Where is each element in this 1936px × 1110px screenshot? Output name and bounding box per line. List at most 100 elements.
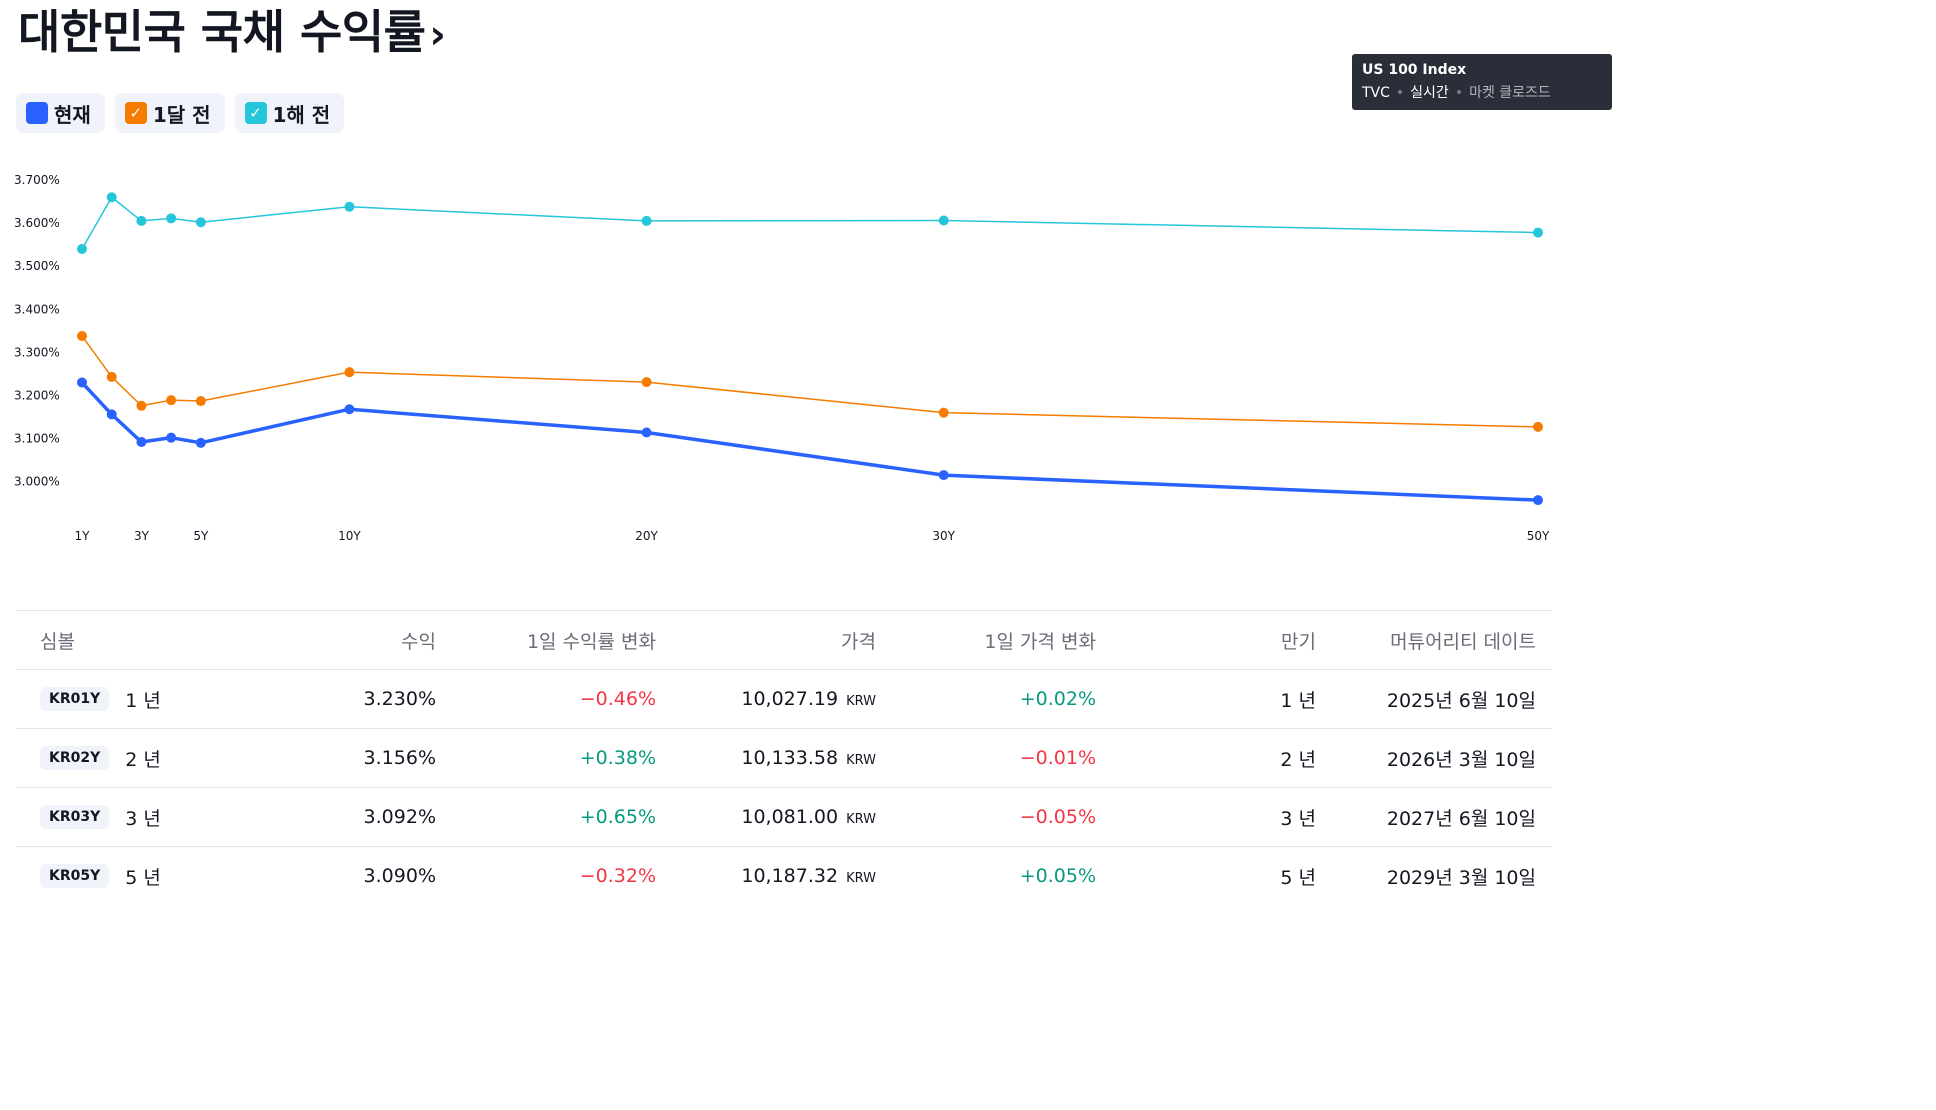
cell-symbol: KR02Y 2 년: [16, 745, 296, 772]
cell-price: 10,081.00 KRW: [664, 806, 884, 828]
cell-symbol: KR03Y 3 년: [16, 804, 296, 831]
column-header-price-change[interactable]: 1일 가격 변화: [984, 630, 1096, 653]
legend-toggle-1-month[interactable]: ✓ 1달 전: [114, 93, 225, 133]
series-1-year-ago: [77, 192, 1543, 254]
data-point[interactable]: [641, 215, 652, 226]
x-tick-label: 50Y: [1527, 529, 1550, 543]
price-value: 10,027.19: [741, 688, 839, 710]
cell-symbol: KR01Y 1 년: [16, 686, 296, 713]
cell-yield-change: −0.46%: [579, 688, 656, 710]
x-tick-label: 1Y: [75, 529, 91, 543]
cell-yield: 3.156%: [363, 747, 436, 769]
series-line: [81, 335, 1539, 428]
cell-maturity: 2026년 3월 10일: [1386, 748, 1536, 771]
price-value: 10,187.32: [741, 865, 839, 887]
price-value: 10,133.58: [741, 747, 839, 769]
yield-curve-chart: 3.000% 3.100% 3.200% 3.300% 3.400% 3.500% 3.60…: [14, 173, 1550, 543]
x-tick-label: 10Y: [338, 529, 361, 543]
separator-dot-icon: •: [1454, 85, 1464, 101]
data-point[interactable]: [344, 404, 355, 415]
data-point[interactable]: [641, 377, 652, 388]
price-value: 10,081.00: [741, 806, 839, 828]
series-current: [77, 377, 1543, 506]
symbol-badge[interactable]: KR02Y: [40, 746, 110, 770]
data-point[interactable]: [641, 427, 652, 438]
y-tick-label: 3.300%: [14, 345, 60, 359]
table-row[interactable]: KR03Y 3 년 3.092% +0.65% 10,081.00 KRW −0.05% 3…: [16, 787, 1552, 846]
data-point[interactable]: [136, 215, 147, 226]
data-point[interactable]: [77, 243, 87, 254]
page-title[interactable]: 대한민국 국채 수익률 ›: [18, 4, 446, 63]
symbol-tooltip: US 100 Index TVC • 실시간 • 마켓 클로즈드: [1352, 54, 1612, 110]
data-point[interactable]: [195, 437, 206, 448]
table-row[interactable]: KR02Y 2 년 3.156% +0.38% 10,133.58 KRW −0.01% 2…: [16, 728, 1552, 787]
tooltip-market-status: 마켓 클로즈드: [1469, 85, 1551, 101]
data-point[interactable]: [166, 395, 177, 406]
data-point[interactable]: [1533, 495, 1543, 506]
bond-name[interactable]: 3 년: [125, 807, 161, 830]
data-point[interactable]: [166, 213, 177, 224]
bond-name[interactable]: 5 년: [125, 866, 161, 889]
y-tick-label: 3.200%: [14, 388, 60, 402]
page-title-text: 대한민국 국채 수익률: [18, 5, 426, 59]
cell-yield-change: −0.32%: [579, 865, 656, 887]
symbol-badge[interactable]: KR01Y: [40, 687, 110, 711]
data-point[interactable]: [1533, 227, 1543, 238]
data-point[interactable]: [77, 377, 87, 388]
table-body: KR01Y 1 년 3.230% −0.46% 10,027.19 KRW +0.02% 1…: [16, 669, 1552, 905]
column-header-price[interactable]: 가격: [841, 630, 876, 653]
table-row[interactable]: KR05Y 5 년 3.090% −0.32% 10,187.32 KRW +0.05% 5…: [16, 846, 1552, 905]
data-point[interactable]: [77, 330, 87, 341]
checkbox-icon: ✓: [244, 102, 267, 124]
data-point[interactable]: [938, 407, 949, 418]
data-point[interactable]: [344, 367, 355, 378]
series-line: [80, 381, 1539, 502]
cell-maturity: 2029년 3월 10일: [1386, 866, 1536, 889]
cell-yield-change: +0.38%: [579, 747, 656, 769]
legend-label: 1달 전: [152, 102, 211, 127]
cell-maturity: 2027년 6월 10일: [1386, 807, 1536, 830]
chevron-right-icon: ›: [429, 12, 446, 58]
data-point[interactable]: [166, 432, 177, 443]
legend-toggle-current[interactable]: 현재: [16, 93, 105, 133]
cell-price: 10,187.32 KRW: [664, 865, 884, 887]
data-point[interactable]: [195, 217, 206, 228]
column-header-yield[interactable]: 수익: [401, 630, 436, 653]
data-point[interactable]: [106, 409, 117, 420]
symbol-badge[interactable]: KR05Y: [40, 864, 110, 888]
cell-yield: 3.230%: [363, 688, 436, 710]
data-point[interactable]: [344, 201, 355, 212]
cell-price: 10,133.58 KRW: [664, 747, 884, 769]
y-tick-label: 3.600%: [14, 216, 60, 230]
y-tick-label: 3.500%: [14, 259, 60, 273]
currency-unit: KRW: [846, 694, 876, 709]
data-point[interactable]: [195, 396, 206, 407]
cell-yield: 3.092%: [363, 806, 436, 828]
data-point[interactable]: [938, 470, 949, 481]
data-point[interactable]: [136, 436, 147, 447]
x-tick-label: 30Y: [932, 529, 955, 543]
x-tick-label: 5Y: [193, 529, 209, 543]
series-1-month-ago: [77, 330, 1543, 432]
data-point[interactable]: [938, 215, 949, 226]
cell-price-change: +0.02%: [1019, 688, 1096, 710]
y-tick-label: 3.100%: [14, 432, 60, 446]
data-point[interactable]: [106, 371, 117, 382]
column-header-maturity[interactable]: 머튜어리티 데이트: [1390, 630, 1536, 653]
symbol-badge[interactable]: KR03Y: [40, 805, 110, 829]
column-header-symbol[interactable]: 심볼: [40, 630, 75, 653]
currency-unit: KRW: [846, 871, 876, 886]
cell-maturity: 2025년 6월 10일: [1386, 689, 1536, 712]
data-point[interactable]: [1533, 421, 1543, 432]
x-tick-label: 3Y: [134, 529, 150, 543]
table-header: 심볼 수익 1일 수익률 변화 가격 1일 가격 변화 만기 머튜어리티 데이트: [16, 610, 1552, 669]
column-header-term[interactable]: 만기: [1281, 630, 1316, 653]
data-point[interactable]: [106, 192, 117, 203]
table-row[interactable]: KR01Y 1 년 3.230% −0.46% 10,027.19 KRW +0.02% 1…: [16, 669, 1552, 728]
column-header-yield-change[interactable]: 1일 수익률 변화: [526, 630, 656, 653]
bond-name[interactable]: 2 년: [125, 748, 161, 771]
legend-toggle-1-year[interactable]: ✓ 1해 전: [234, 93, 345, 133]
bond-name[interactable]: 1 년: [125, 689, 161, 712]
tooltip-source: TVC: [1362, 85, 1390, 101]
data-point[interactable]: [136, 400, 147, 411]
